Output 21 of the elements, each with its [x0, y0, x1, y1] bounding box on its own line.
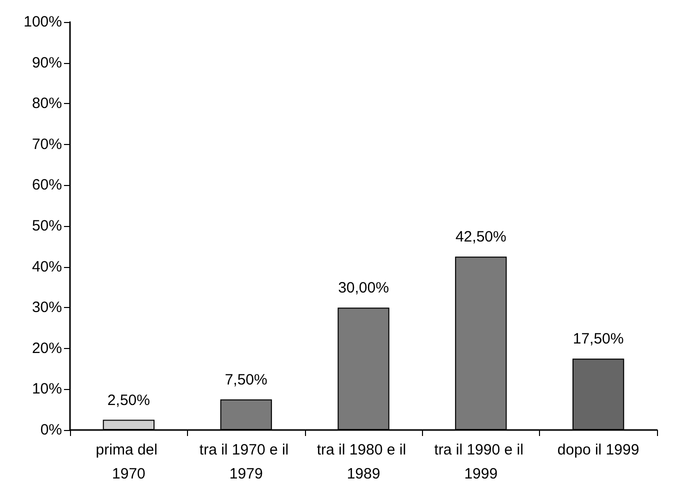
y-tick-label: 50% [32, 218, 62, 234]
y-tick-label: 100% [24, 14, 62, 30]
y-tick-label: 0% [40, 422, 62, 438]
y-tick-label: 30% [32, 299, 62, 316]
data-label: 42,50% [455, 228, 506, 246]
data-label: 30,00% [338, 280, 389, 297]
y-tick-label: 70% [32, 136, 62, 153]
data-label: 17,50% [572, 330, 624, 348]
data-label: 7,50% [224, 371, 268, 388]
x-tick-label: prima del 1970 [96, 442, 162, 482]
data-label: 2,50% [107, 392, 150, 409]
x-tick-label: tra il 1990 e il 1999 [434, 442, 528, 482]
y-tick-label: 40% [32, 258, 62, 276]
y-tick-label: 80% [32, 95, 62, 112]
y-tick-label: 10% [32, 380, 62, 398]
x-tick-label: tra il 1980 e il 1989 [316, 442, 410, 482]
y-tick-label: 20% [32, 340, 62, 357]
y-tick-label: 90% [32, 54, 62, 72]
x-tick-label: tra il 1970 e il 1979 [199, 442, 293, 482]
x-tick-label: dopo il 1999 [557, 442, 640, 458]
y-tick-label: 60% [32, 176, 62, 194]
